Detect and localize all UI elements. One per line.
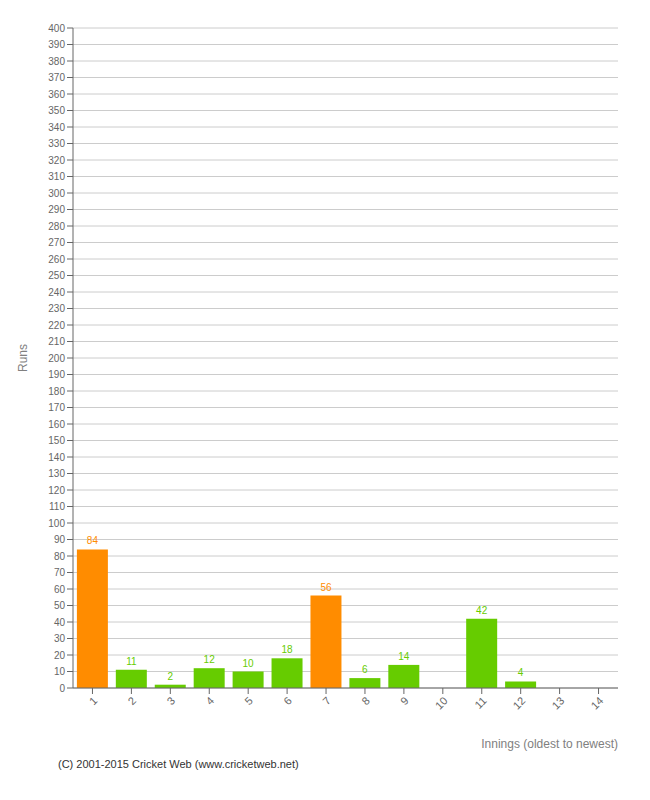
svg-text:230: 230 [48,303,65,314]
svg-text:10: 10 [433,694,450,711]
html-text:(C) 2001-2015 Cricket Web (www: (C) 2001-2015 Cricket Web (www.cricketwe… [58,758,299,770]
svg-text:13: 13 [549,694,566,711]
svg-text:42: 42 [476,605,488,616]
svg-text:18: 18 [281,644,293,655]
svg-text:320: 320 [48,155,65,166]
svg-text:180: 180 [48,386,65,397]
svg-text:270: 270 [48,237,65,248]
svg-text:60: 60 [54,584,66,595]
svg-text:6: 6 [281,694,294,707]
svg-text:210: 210 [48,336,65,347]
svg-text:390: 390 [48,39,65,50]
svg-text:80: 80 [54,551,66,562]
svg-text:9: 9 [398,694,411,707]
svg-text:250: 250 [48,270,65,281]
svg-text:56: 56 [320,582,332,593]
svg-text:120: 120 [48,485,65,496]
svg-text:12: 12 [510,694,527,711]
svg-text:70: 70 [54,567,66,578]
svg-text:0: 0 [59,683,65,694]
svg-text:10: 10 [54,666,66,677]
svg-text:330: 330 [48,138,65,149]
svg-text:100: 100 [48,518,65,529]
svg-text:11: 11 [472,694,489,711]
svg-text:300: 300 [48,188,65,199]
svg-text:2: 2 [167,671,173,682]
svg-text:370: 370 [48,72,65,83]
svg-text:20: 20 [54,650,66,661]
svg-text:4: 4 [203,694,216,707]
svg-text:170: 170 [48,402,65,413]
svg-text:140: 140 [48,452,65,463]
svg-text:240: 240 [48,287,65,298]
svg-text:90: 90 [54,534,66,545]
svg-text:380: 380 [48,56,65,67]
svg-text:7: 7 [320,694,333,707]
svg-text:14: 14 [398,651,410,662]
svg-text:340: 340 [48,122,65,133]
svg-text:200: 200 [48,353,65,364]
svg-text:360: 360 [48,89,65,100]
svg-text:190: 190 [48,369,65,380]
svg-text:350: 350 [48,105,65,116]
svg-text:50: 50 [54,600,66,611]
svg-text:6: 6 [362,664,368,675]
svg-text:290: 290 [48,204,65,215]
svg-text:2: 2 [126,694,139,707]
svg-text:160: 160 [48,419,65,430]
svg-text:260: 260 [48,254,65,265]
svg-text:150: 150 [48,435,65,446]
svg-text:4: 4 [518,667,524,678]
svg-text:220: 220 [48,320,65,331]
svg-text:84: 84 [87,535,99,546]
svg-text:11: 11 [126,656,137,667]
svg-text:400: 400 [48,23,65,34]
svg-text:14: 14 [588,694,605,711]
svg-text:12: 12 [204,654,216,665]
svg-text:40: 40 [54,617,66,628]
svg-text:110: 110 [49,501,65,512]
svg-text:130: 130 [48,468,65,479]
svg-text:310: 310 [48,171,65,182]
svg-text:280: 280 [48,221,65,232]
svg-text:8: 8 [359,694,372,707]
svg-text:30: 30 [54,633,66,644]
svg-text:1: 1 [87,694,100,707]
svg-text:3: 3 [164,694,177,707]
svg-text:Innings (oldest to newest): Innings (oldest to newest) [481,737,618,751]
svg-text:Runs: Runs [16,344,30,372]
svg-text:5: 5 [242,694,255,707]
svg-text:10: 10 [243,658,255,669]
